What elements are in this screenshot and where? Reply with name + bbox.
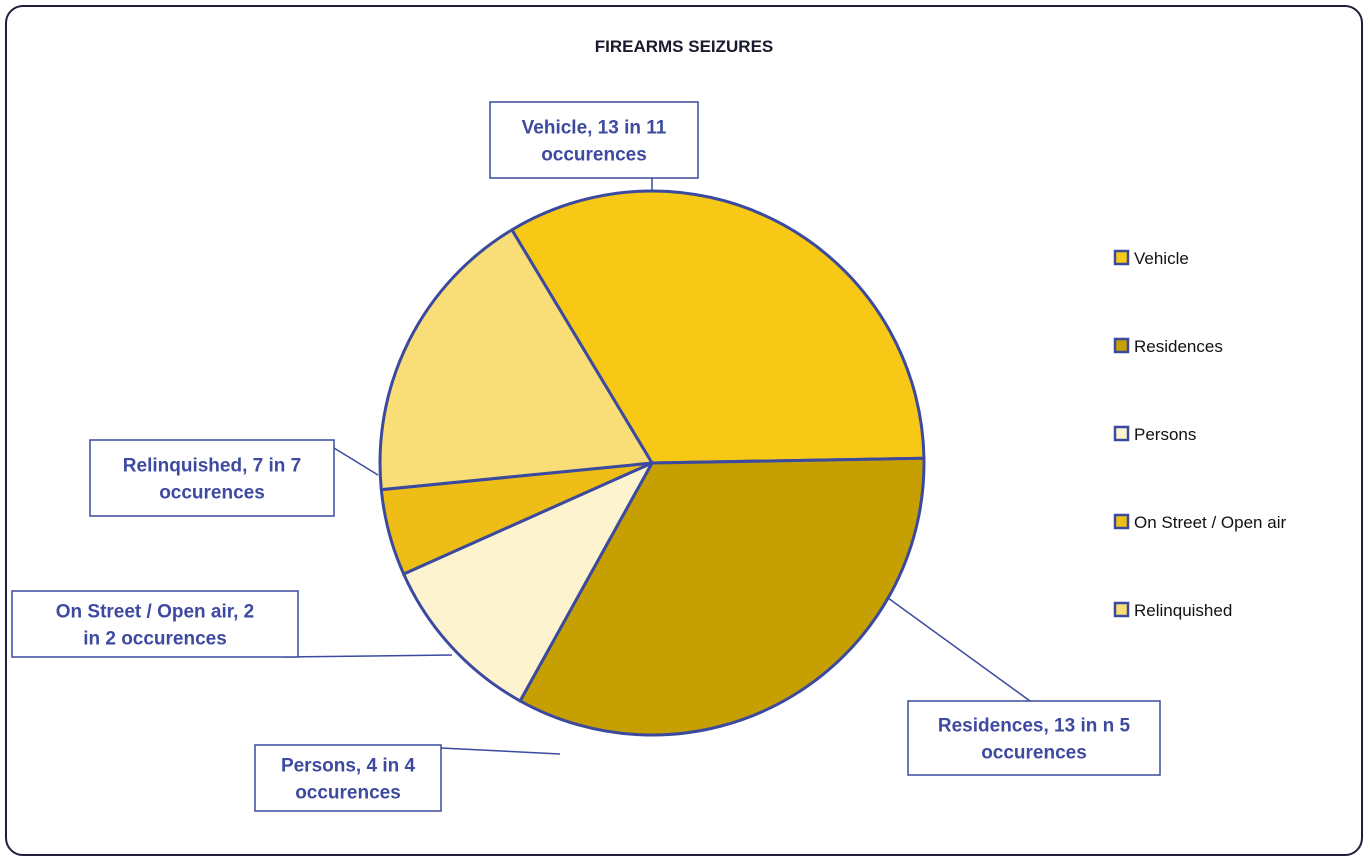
legend-label-residences: Residences — [1134, 337, 1223, 356]
legend: Vehicle Residences Persons On Street / Open… — [1113, 249, 1286, 620]
legend-swatch-residences — [1113, 337, 1130, 354]
data-label-box-persons — [254, 744, 442, 812]
legend-swatch-persons — [1113, 425, 1130, 442]
data-label-box-on-street-open-air — [11, 590, 299, 658]
slice-relinquished — [378, 228, 654, 492]
data-label-vehicle: Vehicle, 13 in 11 occurences — [522, 118, 667, 166]
pie-slices — [378, 189, 926, 737]
data-labels: Vehicle, 13 in 11 occurences Residences, 1… — [11, 101, 1161, 812]
slice-vehicle — [510, 189, 926, 465]
legend-label-persons: Persons — [1134, 425, 1196, 444]
legend-swatch-on-street-open-air — [1113, 513, 1130, 530]
slice-residences — [518, 456, 926, 737]
legend-item-vehicle: Vehicle — [1113, 249, 1189, 268]
data-label-box-residences — [907, 700, 1161, 776]
legend-label-relinquished: Relinquished — [1134, 601, 1232, 620]
leader-line-persons — [440, 747, 561, 755]
legend-swatch-relinquished — [1113, 601, 1130, 618]
leader-line-on-street-open-air — [282, 654, 453, 658]
legend-label-vehicle: Vehicle — [1134, 249, 1189, 268]
data-label-residences: Residences, 13 in n 5 occurences — [938, 716, 1131, 764]
data-label-relinquished: Relinquished, 7 in 7 occurences — [123, 456, 301, 504]
legend-item-relinquished: Relinquished — [1113, 601, 1232, 620]
legend-label-on-street-open-air: On Street / Open air — [1134, 513, 1286, 532]
data-label-box-vehicle — [489, 101, 699, 179]
legend-item-on-street-open-air: On Street / Open air — [1113, 513, 1286, 532]
leader-line-relinquished — [333, 447, 379, 476]
legend-swatch-vehicle — [1113, 249, 1130, 266]
data-label-persons: Persons, 4 in 4 occurences — [281, 756, 416, 804]
legend-item-persons: Persons — [1113, 425, 1196, 444]
legend-item-residences: Residences — [1113, 337, 1223, 356]
leader-line-residences — [887, 597, 1031, 702]
chart-title: FIREARMS SEIZURES — [595, 37, 774, 56]
leader-lines — [282, 178, 1031, 755]
slice-persons — [402, 461, 654, 703]
data-label-on-street-open-air: On Street / Open air, 2 in 2 occurences — [56, 602, 255, 650]
data-label-box-relinquished — [89, 439, 335, 517]
